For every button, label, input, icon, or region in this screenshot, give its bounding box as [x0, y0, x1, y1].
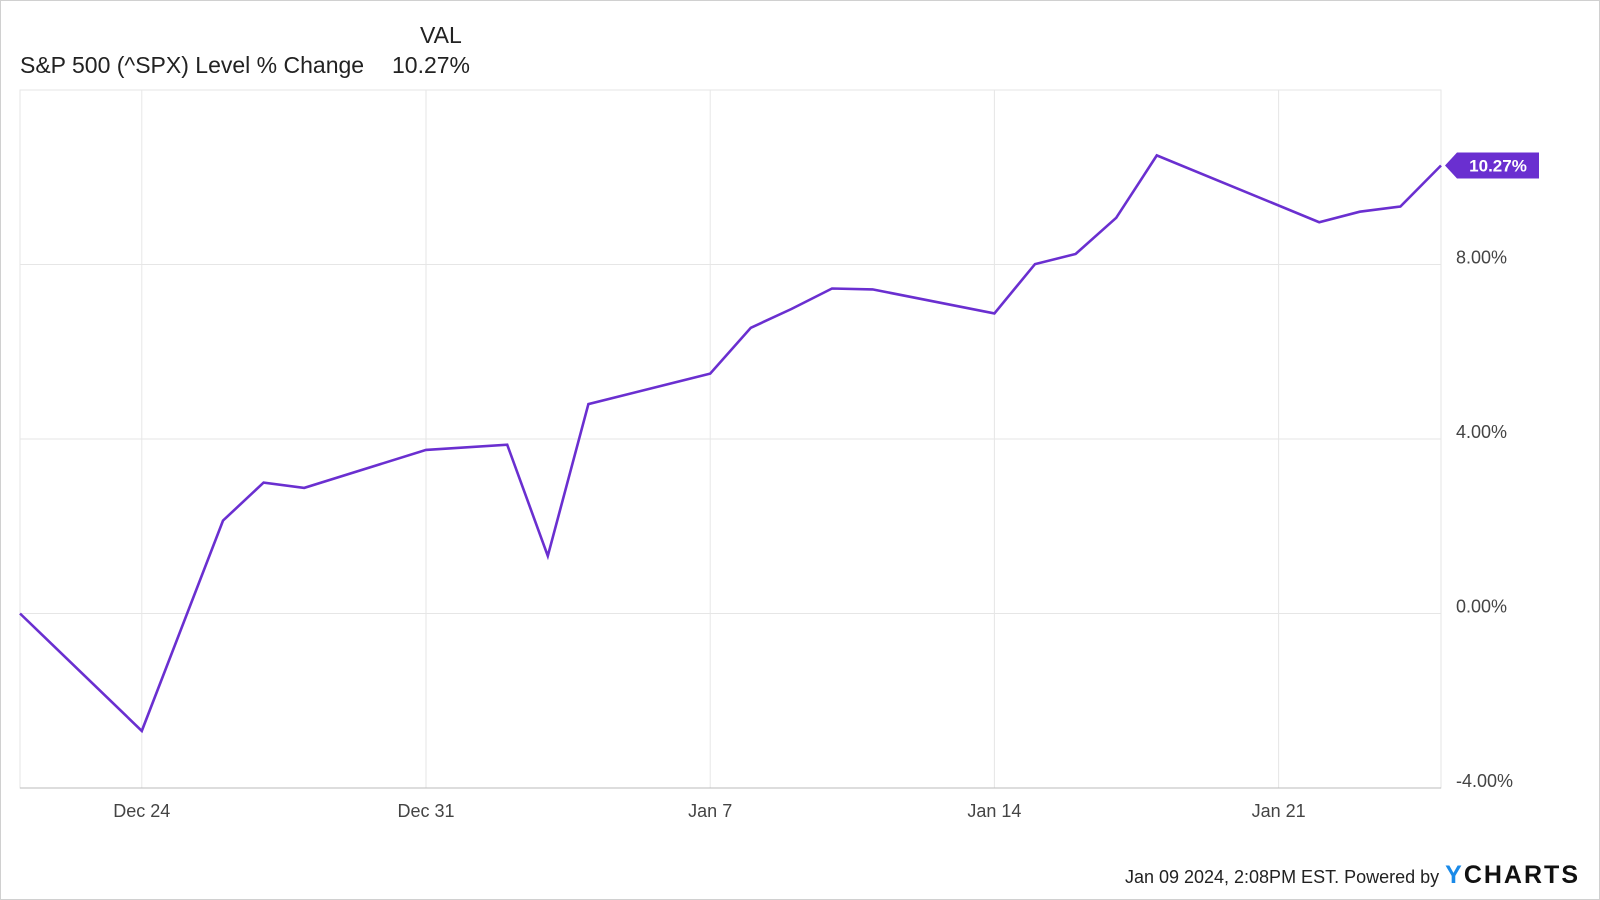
y-axis-ticks: 8.00% 4.00% 0.00% -4.00% — [1456, 248, 1513, 792]
ycharts-logo-y: Y — [1445, 861, 1464, 889]
x-tick-label: Dec 24 — [113, 801, 170, 821]
y-tick-label: 0.00% — [1456, 597, 1507, 617]
legend-series-row: S&P 500 (^SPX) Level % Change 10.27% — [20, 52, 470, 79]
ycharts-logo[interactable]: YCHARTS — [1445, 861, 1580, 890]
end-label-text: 10.27% — [1469, 156, 1527, 175]
end-label-tag — [1445, 152, 1539, 179]
footer: Jan 09 2024, 2:08PM EST. Powered by YCHA… — [1125, 861, 1580, 890]
y-tick-label: 4.00% — [1456, 422, 1507, 442]
grid-lines — [20, 90, 1441, 789]
y-tick-label: 8.00% — [1456, 248, 1507, 268]
axes — [19, 89, 1442, 789]
x-tick-label: Jan 7 — [688, 801, 732, 821]
x-axis-ticks: Dec 24 Dec 31 Jan 7 Jan 14 Jan 21 — [113, 801, 1305, 821]
y-tick-label: -4.00% — [1456, 771, 1513, 791]
x-tick-label: Jan 21 — [1252, 801, 1306, 821]
legend-column-header: VAL — [420, 22, 462, 48]
x-tick-label: Jan 14 — [967, 801, 1021, 821]
ycharts-logo-text: CHARTS — [1463, 861, 1580, 889]
legend-series-value: 10.27% — [392, 52, 471, 78]
end-value-label: 10.27% — [1445, 152, 1539, 179]
x-tick-label: Dec 31 — [397, 801, 454, 821]
series-line — [19, 153, 1442, 734]
series-layer — [19, 153, 1442, 734]
legend-series-label: S&P 500 (^SPX) Level % Change — [20, 52, 365, 78]
footer-timestamp: Jan 09 2024, 2:08PM EST. Powered by — [1124, 867, 1440, 887]
